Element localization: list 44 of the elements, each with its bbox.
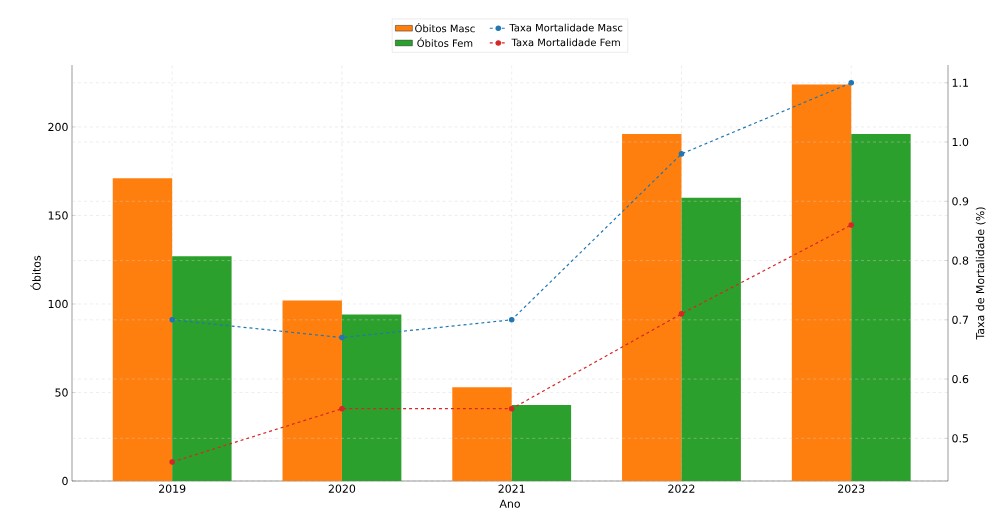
legend-label: Óbitos Fem <box>417 37 473 47</box>
point <box>508 317 515 323</box>
y2-tick-label: 0.8 <box>952 256 969 265</box>
y2-axis-title: Taxa de Mortalidade (%) <box>975 207 986 340</box>
point <box>848 222 855 228</box>
legend-label: Taxa Mortalidade Masc <box>509 23 623 32</box>
bar <box>112 178 173 481</box>
x-tick-label: 2023 <box>838 484 865 493</box>
y-axis-title: Óbitos <box>30 255 41 291</box>
bar <box>622 134 682 481</box>
x-tick-label: 2021 <box>498 484 525 493</box>
y-tick-label: 50 <box>55 388 68 397</box>
x-tick-label: 2019 <box>159 484 186 493</box>
x-axis-title: Ano <box>499 499 520 508</box>
y2-tick-label: 0.7 <box>952 315 969 324</box>
y-tick-label: 200 <box>48 122 68 132</box>
y2-tick-label: 1.1 <box>952 78 968 87</box>
legend-label: Óbitos Masc <box>415 22 475 33</box>
x-tick-label: 2022 <box>668 484 695 493</box>
point <box>848 79 855 86</box>
y-tick-label: 100 <box>48 299 68 309</box>
bar <box>172 256 232 481</box>
y2-tick-label: 0.5 <box>952 434 968 443</box>
point <box>169 459 175 465</box>
y-tick-label: 0 <box>62 476 68 486</box>
legend-label: Taxa Mortalidade Fem <box>511 38 620 47</box>
bar <box>341 314 402 481</box>
bar <box>681 197 741 481</box>
x-tick-label: 2020 <box>328 484 356 493</box>
bar <box>452 387 512 481</box>
bar <box>282 300 342 481</box>
bar <box>511 404 572 481</box>
point <box>339 334 345 341</box>
point <box>169 317 175 323</box>
y2-tick-label: 0.6 <box>952 374 969 384</box>
y-tick-label: 150 <box>48 211 68 220</box>
point <box>339 405 345 412</box>
point <box>678 151 685 157</box>
point <box>508 405 515 412</box>
y2-tick-label: 1.0 <box>952 137 969 147</box>
point <box>678 311 685 317</box>
bar <box>851 134 911 481</box>
bar <box>791 84 852 481</box>
y2-tick-label: 0.9 <box>952 197 969 206</box>
